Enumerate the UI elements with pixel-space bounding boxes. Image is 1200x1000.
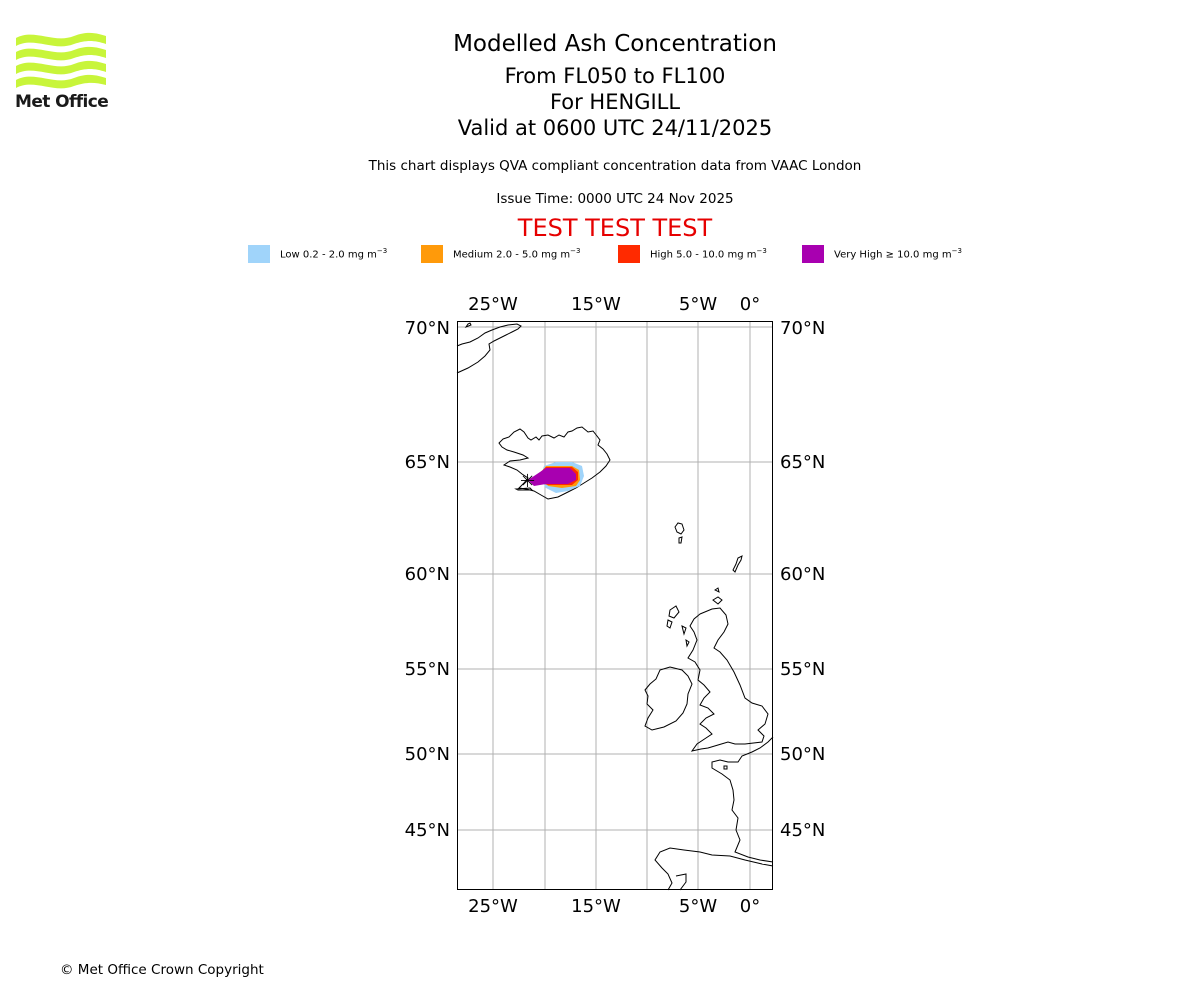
great-britain-coast	[687, 607, 769, 752]
ash-very-high-contour	[528, 468, 576, 486]
volcano-name: For HENGILL	[549, 90, 681, 114]
legend-item-medium: Medium 2.0 - 5.0 mg m−3	[421, 244, 580, 264]
greenland-coast	[456, 323, 522, 374]
test-banner: TEST TEST TEST	[517, 214, 713, 242]
lon-tick-bottom-0: 0°	[740, 896, 760, 917]
logo-text: Met Office	[15, 92, 109, 112]
legend-label-medium: Medium 2.0 - 5.0 mg m	[453, 249, 571, 261]
volcano-marker: ✳	[520, 471, 535, 492]
lat-ticks-left: 70°N 65°N 60°N 55°N 50°N 45°N	[405, 318, 450, 841]
lon-tick-top-0: 0°	[740, 294, 760, 315]
lat-tick-left-50n: 50°N	[405, 744, 450, 765]
compliance-note: This chart displays QVA compliant concen…	[368, 158, 862, 174]
ireland-coast	[644, 666, 693, 731]
iceland-coast	[498, 426, 611, 500]
valid-time: Valid at 0600 UTC 24/11/2025	[457, 116, 773, 140]
faroe-coast	[674, 522, 685, 535]
lon-tick-bottom-25w: 25°W	[468, 896, 518, 917]
lat-tick-right-65n: 65°N	[780, 452, 825, 473]
lat-tick-left-45n: 45°N	[405, 820, 450, 841]
lat-tick-left-60n: 60°N	[405, 564, 450, 585]
legend-item-very-high: Very High ≥ 10.0 mg m−3	[802, 244, 962, 264]
map-frame	[457, 321, 773, 890]
lon-ticks-top: 25°W 15°W 5°W 0°	[468, 294, 760, 315]
shetland-coast	[732, 555, 743, 573]
lat-tick-right-45n: 45°N	[780, 820, 825, 841]
legend-swatch-very-high	[802, 245, 824, 263]
lon-tick-bottom-15w: 15°W	[571, 896, 621, 917]
chart-title: Modelled Ash Concentration	[453, 31, 777, 57]
copyright-footer: © Met Office Crown Copyright	[60, 962, 264, 978]
lat-tick-right-55n: 55°N	[780, 659, 825, 680]
lat-tick-right-60n: 60°N	[780, 564, 825, 585]
map-gridlines	[457, 321, 773, 890]
ash-plume: ✳	[520, 462, 584, 493]
met-office-logo-icon	[16, 32, 106, 89]
lat-tick-left-55n: 55°N	[405, 659, 450, 680]
legend-item-low: Low 0.2 - 2.0 mg m−3	[248, 244, 387, 264]
lon-tick-top-25w: 25°W	[468, 294, 518, 315]
lon-tick-bottom-5w: 5°W	[679, 896, 717, 917]
coastlines	[456, 322, 774, 891]
legend-swatch-low	[248, 245, 270, 263]
lon-tick-top-15w: 15°W	[571, 294, 621, 315]
lat-tick-right-50n: 50°N	[780, 744, 825, 765]
lon-tick-top-5w: 5°W	[679, 294, 717, 315]
lat-tick-right-70n: 70°N	[780, 318, 825, 339]
legend-item-high: High 5.0 - 10.0 mg m−3	[618, 244, 767, 264]
legend: Low 0.2 - 2.0 mg m−3 Medium 2.0 - 5.0 mg…	[0, 244, 1200, 266]
issue-time: Issue Time: 0000 UTC 24 Nov 2025	[496, 191, 734, 207]
flight-level-range: From FL050 to FL100	[504, 64, 726, 88]
france-coast	[711, 736, 774, 863]
legend-label-very-high: Very High ≥ 10.0 mg m	[834, 249, 952, 261]
legend-swatch-medium	[421, 245, 443, 263]
lon-ticks-bottom: 25°W 15°W 5°W 0°	[468, 896, 760, 917]
legend-label-high: High 5.0 - 10.0 mg m	[650, 249, 757, 261]
legend-swatch-high	[618, 245, 640, 263]
spain-coast	[654, 847, 774, 891]
lat-ticks-right: 70°N 65°N 60°N 55°N 50°N 45°N	[780, 318, 825, 841]
lat-tick-left-65n: 65°N	[405, 452, 450, 473]
legend-label-low: Low 0.2 - 2.0 mg m	[280, 249, 377, 261]
lat-tick-left-70n: 70°N	[405, 318, 450, 339]
